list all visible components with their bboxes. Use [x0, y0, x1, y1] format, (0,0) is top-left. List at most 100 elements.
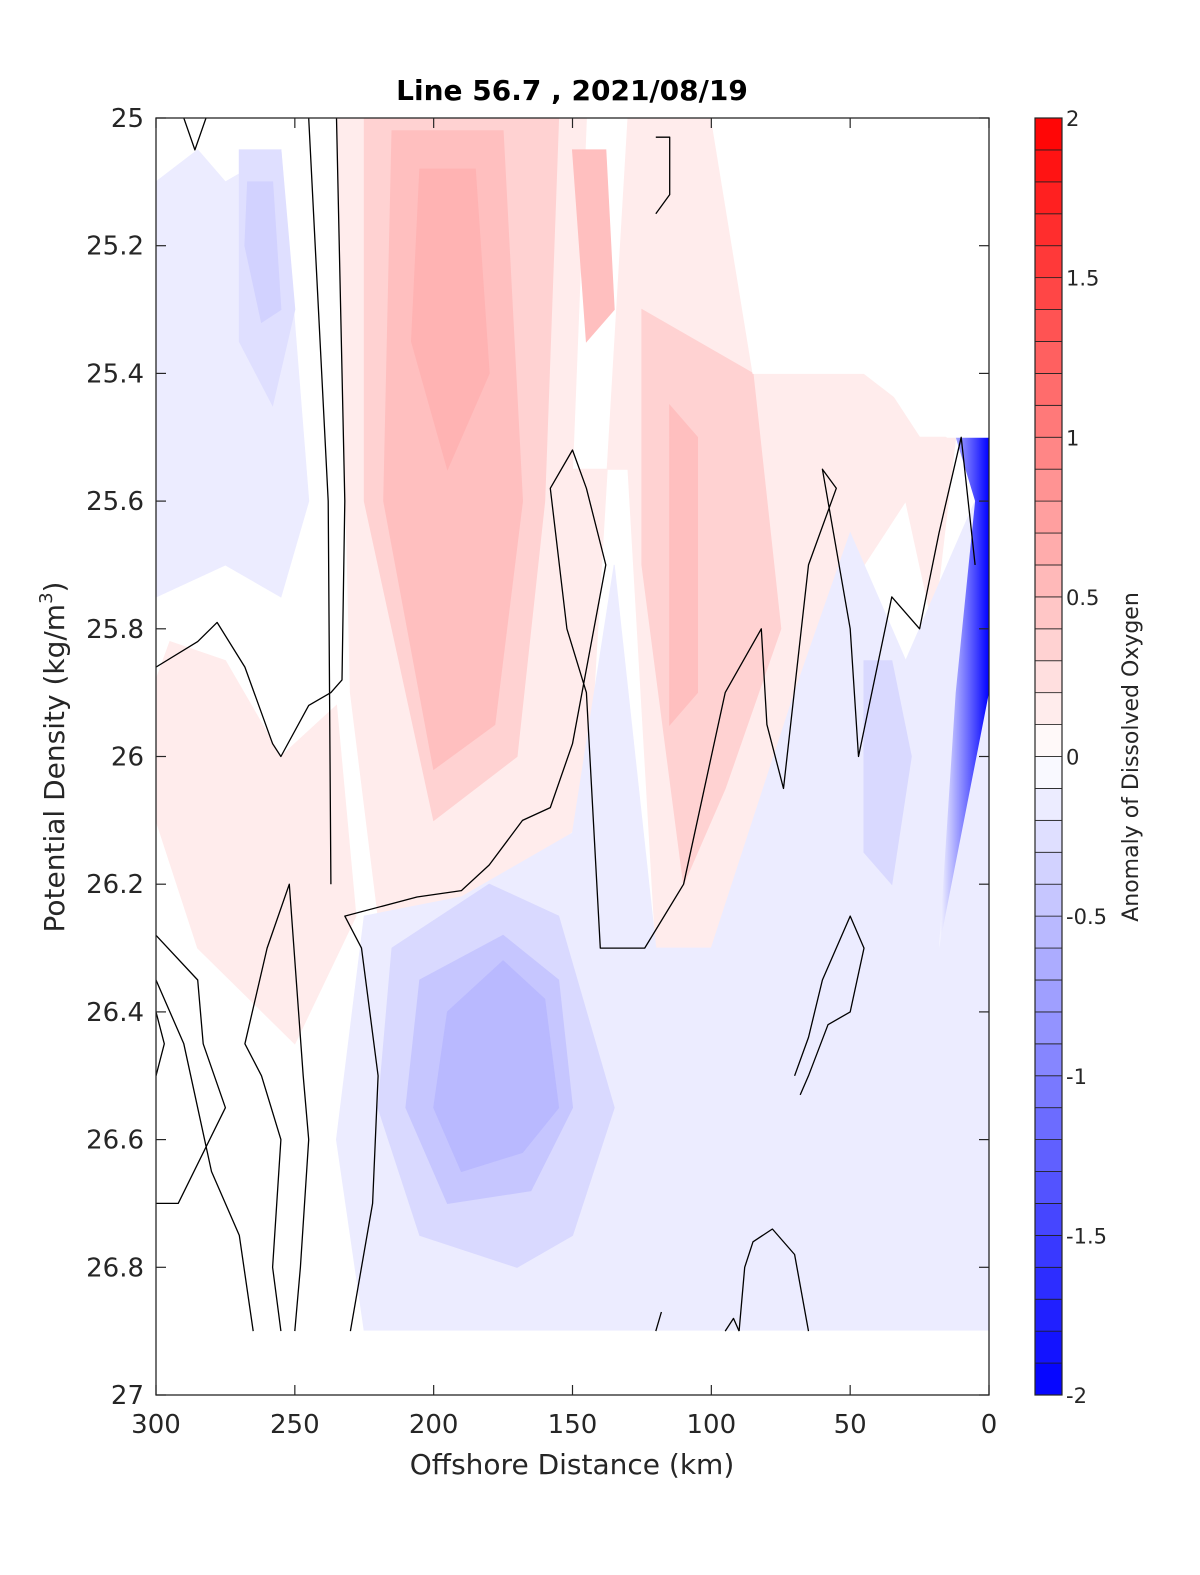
colorbar-level — [1034, 1107, 1063, 1141]
colorbar-label: Anomaly of Dissolved Oxygen — [1119, 592, 1144, 922]
colorbar-level — [1034, 724, 1063, 757]
colorbar-level — [1034, 277, 1063, 310]
colorbar-tick-label: 1 — [1066, 426, 1079, 450]
zero-contour-line — [655, 136, 671, 215]
colorbar-level — [1034, 915, 1063, 949]
colorbar-level — [1034, 149, 1063, 183]
zero-contour-line — [308, 118, 332, 885]
colorbar-level — [1034, 245, 1063, 279]
colorbar-level — [1034, 788, 1063, 821]
colorbar-tick-label: 1.5 — [1066, 267, 1099, 291]
x-axis: 300 250 200 150 100 50 0 — [131, 118, 997, 1440]
colorbar-tick-label: 0 — [1066, 746, 1079, 770]
colorbar-tick-label: -0.5 — [1066, 905, 1107, 929]
colorbar-frame — [1034, 117, 1063, 1396]
colorbar-level — [1034, 564, 1063, 598]
x-axis-label: Offshore Distance (km) — [410, 1448, 735, 1481]
negative-anomaly-region — [863, 660, 912, 886]
positive-anomaly-region — [669, 403, 698, 726]
zero-contour-line — [344, 436, 976, 1332]
colorbar-level — [1034, 1203, 1063, 1236]
colorbar-level — [1034, 756, 1063, 789]
y-tick-label: 26.8 — [86, 1253, 144, 1283]
colorbar-level — [1034, 1362, 1063, 1396]
colorbar-level — [1034, 1266, 1063, 1300]
y-tick-label: 27 — [111, 1381, 144, 1411]
negative-anomaly-region — [433, 960, 560, 1173]
colorbar-level — [1034, 883, 1063, 917]
colorbar-level — [1034, 117, 1063, 151]
x-tick-label: 250 — [270, 1410, 320, 1440]
y-axis-label-close: ) — [38, 582, 71, 593]
colorbar-tick-label: 0.5 — [1066, 586, 1099, 610]
colorbar-level — [1034, 851, 1063, 885]
colorbar-axis: -2 -1.5 -1 -0.5 0 0.5 1 1.5 2 — [1066, 107, 1107, 1408]
y-axis-label-superscript: 3 — [36, 592, 57, 603]
missing-data-region — [156, 1330, 989, 1395]
colorbar-level — [1034, 1234, 1063, 1268]
y-tick-label: 26.2 — [86, 870, 144, 900]
zero-contour-line — [156, 1011, 165, 1076]
y-tick-label: 25.2 — [86, 232, 144, 262]
y-axis: 25 25.2 25.4 25.6 25.8 26 26.2 26.4 26.6 26.8 27 — [86, 104, 989, 1411]
y-tick-label: 25 — [111, 104, 144, 134]
y-tick-label: 25.6 — [86, 487, 144, 517]
zero-contour-layer — [156, 118, 976, 1332]
zero-contour-line — [183, 118, 207, 151]
colorbar-level — [1034, 1043, 1063, 1077]
coastal-negative-anomaly-region — [939, 437, 989, 949]
zero-contour-line — [244, 883, 310, 1332]
colorbar-level — [1034, 1075, 1063, 1109]
colorbar-level — [1034, 596, 1063, 630]
colorbar-level — [1034, 213, 1063, 247]
colorbar-level — [1034, 436, 1063, 470]
y-tick-label: 25.8 — [86, 615, 144, 645]
positive-anomaly-region — [410, 168, 490, 471]
chart-title: Line 56.7 , 2021/08/19 — [396, 74, 748, 107]
zero-contour-line — [793, 915, 865, 1096]
x-tick-label: 150 — [548, 1410, 598, 1440]
missing-data-region — [641, 118, 989, 438]
colorbar-level — [1034, 1171, 1063, 1204]
x-tick-label: 50 — [834, 1410, 867, 1440]
zero-contour-line — [724, 1317, 740, 1332]
colorbar-level — [1034, 372, 1063, 406]
colorbar-level — [1034, 819, 1063, 853]
colorbar-level — [1034, 309, 1063, 342]
colorbar-tick-label: -2 — [1066, 1384, 1087, 1408]
colorbar-level — [1034, 181, 1063, 215]
zero-contour-line — [655, 1311, 663, 1332]
x-tick-label: 0 — [981, 1410, 998, 1440]
y-tick-label: 26.4 — [86, 998, 144, 1028]
plot-area — [156, 118, 989, 1395]
colorbar-level — [1034, 628, 1063, 662]
anomaly-fill-layer — [156, 118, 989, 1332]
colorbar-level — [1034, 404, 1063, 438]
y-tick-label: 26 — [111, 743, 144, 773]
zero-contour-line — [738, 1228, 810, 1332]
missing-data-layer — [156, 118, 989, 1395]
colorbar — [1034, 117, 1063, 1396]
zero-contour-line — [156, 979, 254, 1332]
colorbar-level — [1034, 468, 1063, 502]
colorbar-tick-label: -1.5 — [1066, 1224, 1107, 1248]
colorbar-level — [1034, 947, 1063, 981]
y-axis-label: Potential Density (kg/m3) — [36, 582, 71, 933]
x-tick-label: 100 — [687, 1410, 737, 1440]
x-tick-label: 300 — [131, 1410, 181, 1440]
colorbar-level — [1034, 979, 1063, 1013]
colorbar-tick-label: -1 — [1066, 1065, 1087, 1089]
zero-contour-line — [156, 118, 346, 758]
positive-anomaly-region — [156, 640, 357, 1045]
colorbar-level — [1034, 1139, 1063, 1172]
colorbar-tick-label: 2 — [1066, 107, 1079, 131]
colorbar-level — [1034, 532, 1063, 566]
colorbar-level — [1034, 660, 1063, 694]
zero-contour-line — [156, 934, 227, 1205]
colorbar-level — [1034, 1298, 1063, 1332]
colorbar-level — [1034, 692, 1063, 725]
y-axis-label-main: Potential Density (kg/m — [38, 604, 71, 933]
negative-anomaly-region — [244, 181, 282, 324]
x-tick-label: 200 — [409, 1410, 459, 1440]
